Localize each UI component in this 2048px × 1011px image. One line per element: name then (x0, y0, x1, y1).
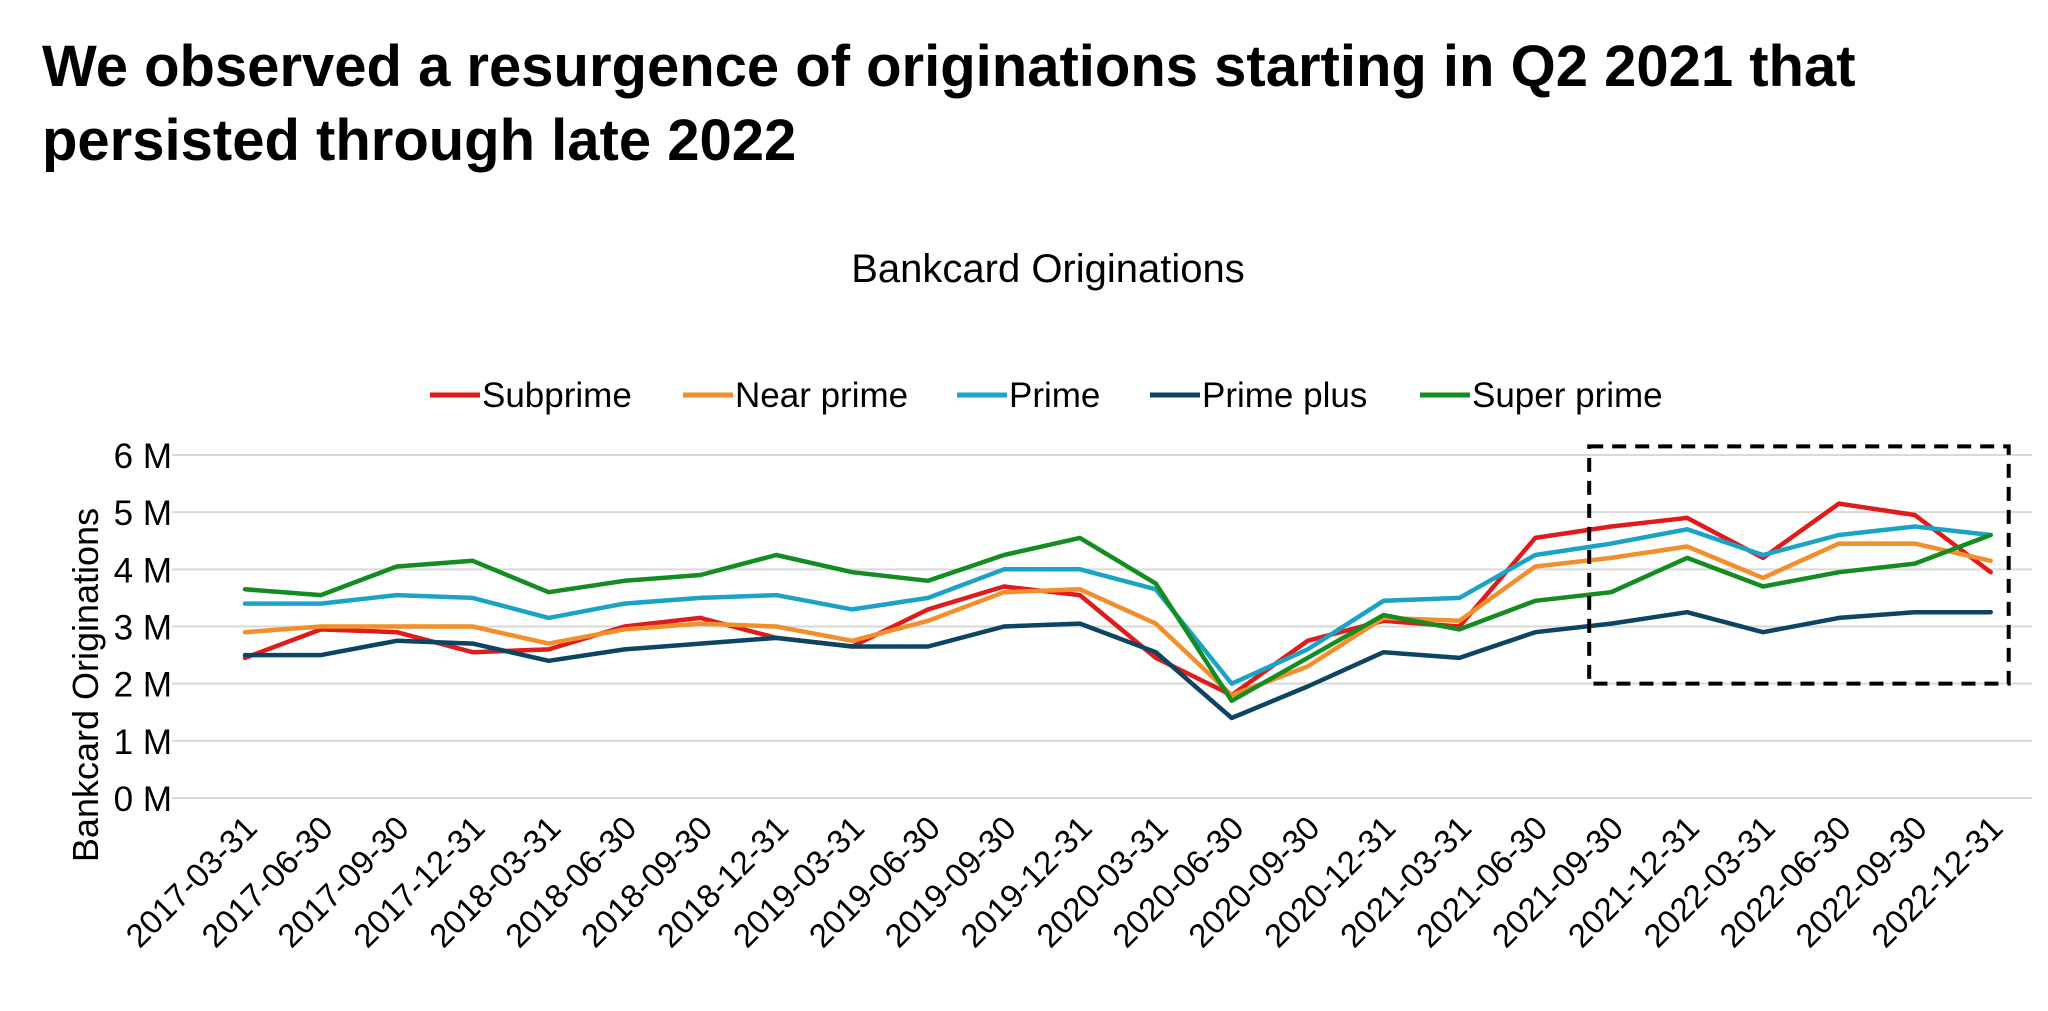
y-tick-label: 3 M (114, 609, 172, 648)
series-line-subprime (242, 501, 1993, 698)
legend-label: Super prime (1472, 376, 1663, 415)
series-line-super-prime (242, 532, 1993, 704)
y-axis-label: Bankcard Originations (65, 508, 106, 862)
legend-label: Prime plus (1202, 376, 1367, 415)
legend-label: Prime (1009, 376, 1100, 415)
y-tick-label: 2 M (114, 666, 172, 705)
series-line-prime-plus (242, 609, 1993, 721)
y-tick-label: 5 M (114, 494, 172, 533)
series-lines (242, 501, 1993, 721)
legend-label: Near prime (735, 376, 908, 415)
y-tick-label: 0 M (114, 780, 172, 819)
legend-item: Subprime (430, 376, 632, 415)
slide-title: We observed a resurgence of originations… (42, 34, 1856, 173)
y-tick-label: 1 M (114, 723, 172, 762)
legend-item: Prime plus (1150, 376, 1367, 415)
chart-title: Bankcard Originations (851, 247, 1245, 291)
legend-item: Near prime (683, 376, 908, 415)
legend-item: Super prime (1420, 376, 1663, 415)
x-axis-ticks: 2017-03-312017-06-302017-09-302017-12-31… (118, 809, 2009, 955)
series-line-prime (242, 524, 1993, 686)
series-line-near-prime (242, 541, 1993, 698)
legend-item: Prime (957, 376, 1100, 415)
legend-label: Subprime (482, 376, 632, 415)
legend: Subprime Near prime Prime Prime plus Super p… (430, 376, 1663, 415)
y-tick-label: 4 M (114, 551, 172, 590)
highlight-box (1587, 444, 2011, 686)
y-axis-ticks: 0 M 1 M 2 M 3 M 4 M 5 M 6 M (114, 437, 172, 819)
y-tick-label: 6 M (114, 437, 172, 476)
highlight-box-group (1587, 444, 2011, 686)
